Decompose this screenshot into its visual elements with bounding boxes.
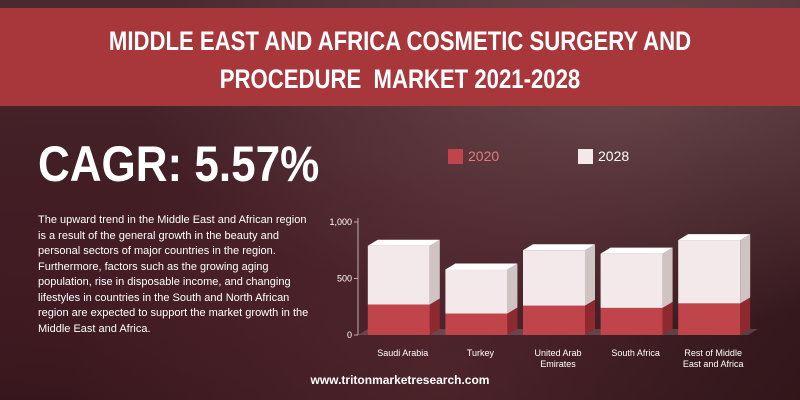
bar-top-2028 — [367, 239, 440, 246]
bar-2020 — [523, 305, 585, 335]
title-banner — [0, 8, 800, 106]
bar-top-2028 — [445, 263, 518, 270]
bar-side-2028 — [585, 244, 595, 306]
cagr-value: CAGR: 5.57% — [38, 136, 320, 192]
x-category-label: Rest of Middle — [684, 348, 742, 358]
bar-2028 — [445, 269, 508, 314]
x-category-label: East and Africa — [683, 359, 744, 369]
title-line-2: PROCEDURE MARKET 2021-2028 — [219, 64, 581, 94]
legend-swatch-2020 — [448, 148, 463, 164]
y-tick-label: 0 — [347, 330, 352, 340]
bar-2028 — [600, 253, 663, 308]
legend-label-2028: 2028 — [598, 148, 630, 164]
x-category-label: United Arab — [534, 348, 581, 358]
bar-2028 — [678, 240, 741, 304]
bar-side-2028 — [740, 234, 751, 304]
bar-top-2028 — [678, 234, 751, 241]
x-category-label: South Africa — [611, 348, 660, 358]
bar-2020 — [678, 303, 741, 335]
bar-top-2028 — [523, 244, 595, 251]
x-category-label: Emirates — [540, 359, 576, 369]
bar-top-2028 — [600, 247, 673, 254]
website-footer: www.tritonmarketresearch.com — [310, 373, 490, 387]
bar-side-2020 — [429, 298, 440, 335]
bar-side-2020 — [662, 301, 673, 335]
bar-2020 — [367, 304, 430, 335]
legend-2020: 2020 — [448, 148, 499, 164]
market-description: The upward trend in the Middle East and … — [38, 214, 309, 335]
y-tick-label: 500 — [337, 274, 352, 284]
bar-side-2020 — [740, 297, 751, 335]
bar-2028 — [367, 245, 430, 305]
page-title: MIDDLE EAST AND AFRICA COSMETIC SURGERY … — [72, 22, 728, 98]
bar-2020 — [600, 307, 663, 335]
bar-side-2020 — [507, 307, 518, 335]
legend-swatch-2028 — [578, 148, 593, 164]
bar-side-2028 — [507, 263, 518, 314]
y-tick-label: 1,000 — [329, 217, 352, 227]
bar-side-2028 — [429, 239, 440, 305]
bar-side-2028 — [662, 247, 673, 308]
bar-side-2020 — [585, 299, 595, 335]
title-line-1: MIDDLE EAST AND AFRICA COSMETIC SURGERY … — [108, 26, 692, 56]
bar-2020 — [445, 313, 508, 335]
x-category-label: Saudi Arabia — [377, 348, 428, 358]
legend-label-2020: 2020 — [468, 148, 500, 164]
bar-2028 — [523, 250, 585, 306]
x-category-label: Turkey — [467, 348, 495, 358]
legend-2028: 2028 — [578, 148, 629, 164]
